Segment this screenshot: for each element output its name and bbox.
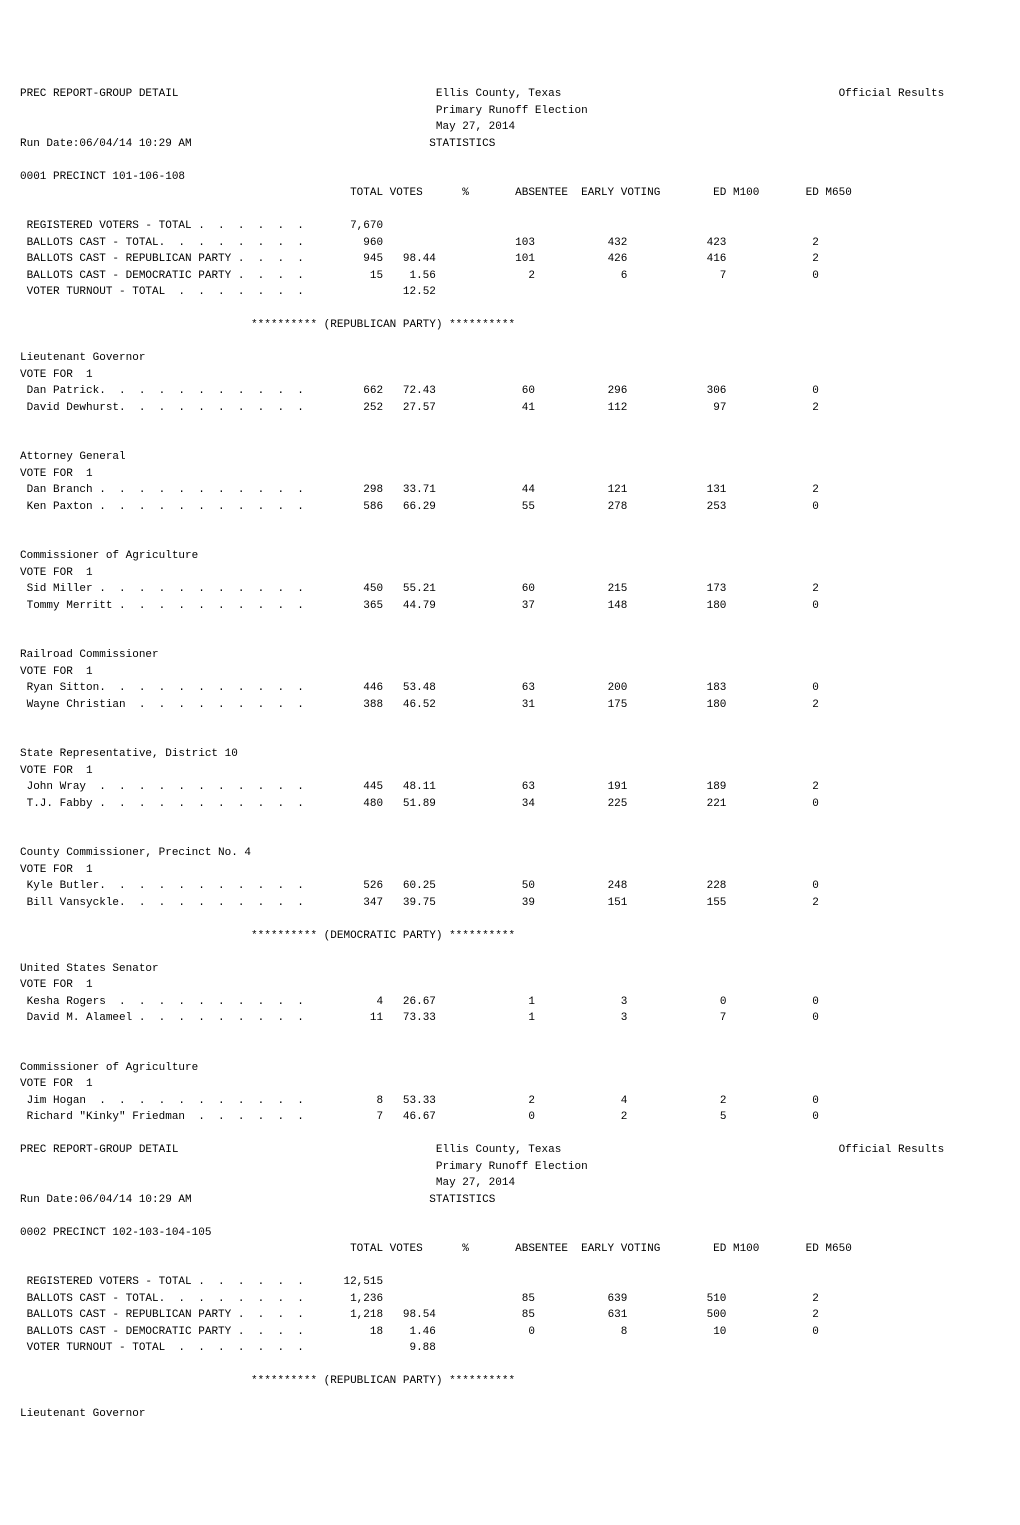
stat-row: REGISTERED VOTERS - TOTAL . . . . . . — [27, 220, 304, 232]
race-title: Railroad Commissioner — [20, 649, 159, 661]
candidate-row: Ryan Sitton. . . . . . . . . . . — [27, 682, 304, 694]
run-date: Run Date:06/04/14 10:29 AM — [20, 138, 192, 150]
stat-row: BALLOTS CAST - REPUBLICAN PARTY . . . . — [27, 1309, 304, 1321]
race-title: Commissioner of Agriculture — [20, 550, 198, 562]
stat-row: BALLOTS CAST - DEMOCRATIC PARTY . . . . — [27, 1326, 304, 1338]
stat-row: VOTER TURNOUT - TOTAL . . . . . . . — [27, 1342, 304, 1354]
candidate-row: David Dewhurst. . . . . . . . . . — [27, 402, 304, 414]
precinct-name: 0002 PRECINCT 102-103-104-105 — [20, 1227, 211, 1239]
party-header: ********** (REPUBLICAN PARTY) ********** — [251, 1375, 515, 1387]
race-title: Attorney General — [20, 451, 126, 463]
election-name: Primary Runoff Election — [436, 105, 588, 117]
candidate-row: Richard "Kinky" Friedman . . . . . . — [27, 1111, 304, 1123]
race-title: Lieutenant Governor — [20, 352, 145, 364]
candidate-row: Sid Miller . . . . . . . . . . . — [27, 583, 304, 595]
col-ed-m100: ED M100 — [713, 1243, 759, 1255]
col-pct: % — [462, 1243, 469, 1255]
candidate-row: Kesha Rogers . . . . . . . . . . — [27, 996, 304, 1008]
candidate-row: Tommy Merritt . . . . . . . . . . — [27, 600, 304, 612]
candidate-row: Jim Hogan . . . . . . . . . . . — [27, 1095, 304, 1107]
party-header: ********** (DEMOCRATIC PARTY) ********** — [251, 930, 515, 942]
precinct-name: 0001 PRECINCT 101-106-108 — [20, 171, 185, 183]
county-name: Ellis County, Texas — [436, 88, 561, 100]
report-title: PREC REPORT-GROUP DETAIL — [20, 1144, 178, 1156]
candidate-row: John Wray . . . . . . . . . . . — [27, 781, 304, 793]
statistics-label: STATISTICS — [429, 1194, 495, 1206]
stat-row: BALLOTS CAST - REPUBLICAN PARTY . . . . — [27, 253, 304, 265]
col-pct: % — [462, 187, 469, 199]
county-name: Ellis County, Texas — [436, 1144, 561, 1156]
race-title: State Representative, District 10 — [20, 748, 238, 760]
race-title: Commissioner of Agriculture — [20, 1062, 198, 1074]
race-title: United States Senator — [20, 963, 159, 975]
vote-for: VOTE FOR 1 — [20, 1078, 93, 1090]
election-report: PREC REPORT-GROUP DETAIL Ellis County, T… — [20, 86, 1000, 1423]
election-date: May 27, 2014 — [436, 121, 515, 133]
stat-row: REGISTERED VOTERS - TOTAL . . . . . . — [27, 1276, 304, 1288]
vote-for: VOTE FOR 1 — [20, 666, 93, 678]
stat-row: BALLOTS CAST - DEMOCRATIC PARTY . . . . — [27, 270, 304, 282]
vote-for: VOTE FOR 1 — [20, 979, 93, 991]
col-total-votes: TOTAL VOTES — [350, 187, 423, 199]
col-total-votes: TOTAL VOTES — [350, 1243, 423, 1255]
stat-row: BALLOTS CAST - TOTAL. . . . . . . . — [27, 237, 304, 249]
official-results: Official Results — [839, 88, 945, 100]
col-absentee: ABSENTEE — [515, 1243, 568, 1255]
col-early-voting: EARLY VOTING — [581, 187, 660, 199]
col-ed-m650: ED M650 — [806, 1243, 852, 1255]
candidate-row: T.J. Fabby . . . . . . . . . . . — [27, 798, 304, 810]
race-title: County Commissioner, Precinct No. 4 — [20, 847, 251, 859]
stat-row: BALLOTS CAST - TOTAL. . . . . . . . — [27, 1293, 304, 1305]
candidate-row: Kyle Butler. . . . . . . . . . . — [27, 880, 304, 892]
col-ed-m100: ED M100 — [713, 187, 759, 199]
vote-for: VOTE FOR 1 — [20, 468, 93, 480]
vote-for: VOTE FOR 1 — [20, 567, 93, 579]
candidate-row: Bill Vansyckle. . . . . . . . . . — [27, 897, 304, 909]
candidate-row: Wayne Christian . . . . . . . . . — [27, 699, 304, 711]
vote-for: VOTE FOR 1 — [20, 369, 93, 381]
candidate-row: Ken Paxton . . . . . . . . . . . — [27, 501, 304, 513]
election-date: May 27, 2014 — [436, 1177, 515, 1189]
race-title: Lieutenant Governor — [20, 1408, 145, 1420]
report-title: PREC REPORT-GROUP DETAIL — [20, 88, 178, 100]
col-absentee: ABSENTEE — [515, 187, 568, 199]
col-early-voting: EARLY VOTING — [581, 1243, 660, 1255]
party-header: ********** (REPUBLICAN PARTY) ********** — [251, 319, 515, 331]
candidate-row: Dan Patrick. . . . . . . . . . . — [27, 385, 304, 397]
stat-row: VOTER TURNOUT - TOTAL . . . . . . . — [27, 286, 304, 298]
statistics-label: STATISTICS — [429, 138, 495, 150]
candidate-row: Dan Branch . . . . . . . . . . . — [27, 484, 304, 496]
election-name: Primary Runoff Election — [436, 1161, 588, 1173]
official-results: Official Results — [839, 1144, 945, 1156]
vote-for: VOTE FOR 1 — [20, 765, 93, 777]
vote-for: VOTE FOR 1 — [20, 864, 93, 876]
candidate-row: David M. Alameel . . . . . . . . . — [27, 1012, 304, 1024]
col-ed-m650: ED M650 — [806, 187, 852, 199]
run-date: Run Date:06/04/14 10:29 AM — [20, 1194, 192, 1206]
